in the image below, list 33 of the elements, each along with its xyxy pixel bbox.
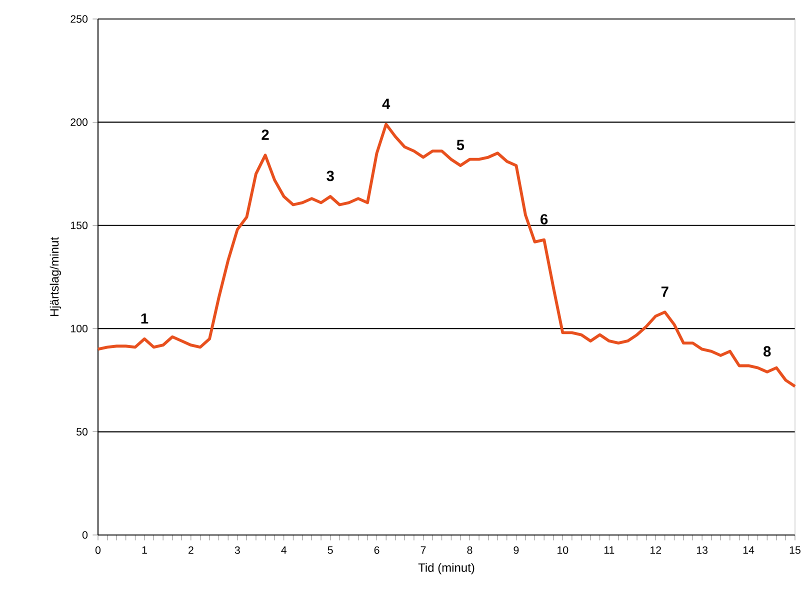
x-tick-label: 11 (604, 546, 614, 554)
y-tick-label: 100 (70, 324, 88, 332)
x-tick-label: 0 (95, 546, 101, 554)
y-tick-label: 250 (70, 15, 88, 23)
annotation: 1 (141, 313, 148, 324)
x-tick-label: 2 (188, 546, 194, 554)
y-axis-title: Hjärtslag/minut (50, 237, 62, 316)
x-axis-title: Tid (minut) (418, 563, 474, 574)
x-tick-label: 4 (281, 546, 287, 554)
y-tick-label: 200 (70, 118, 88, 126)
annotation: 6 (540, 214, 548, 224)
x-tick-label: 3 (234, 546, 240, 554)
x-tick-label: 6 (374, 546, 380, 554)
x-tick-label: 7 (420, 546, 426, 554)
annotation: 4 (382, 98, 390, 109)
x-tick-label: 10 (558, 546, 568, 554)
annotation: 2 (262, 130, 269, 140)
annotation: 3 (326, 170, 334, 182)
x-tick-label: 5 (328, 546, 333, 554)
x-tick-label: 8 (467, 546, 472, 554)
line-series (96, 122, 796, 388)
x-tick-label: 13 (696, 546, 708, 554)
annotation: 8 (764, 346, 771, 357)
y-tick-label: 0 (82, 531, 88, 539)
annotation: 5 (456, 140, 464, 150)
y-tick-label: 50 (76, 428, 88, 436)
annotation: 7 (661, 286, 668, 297)
x-tick-label: 1 (142, 546, 147, 554)
x-tick-label: 9 (514, 546, 519, 554)
x-tick-label: 15 (790, 546, 800, 554)
x-tick-label: 14 (743, 546, 754, 554)
y-tick-label: 150 (70, 222, 88, 230)
x-tick-label: 12 (650, 546, 661, 554)
